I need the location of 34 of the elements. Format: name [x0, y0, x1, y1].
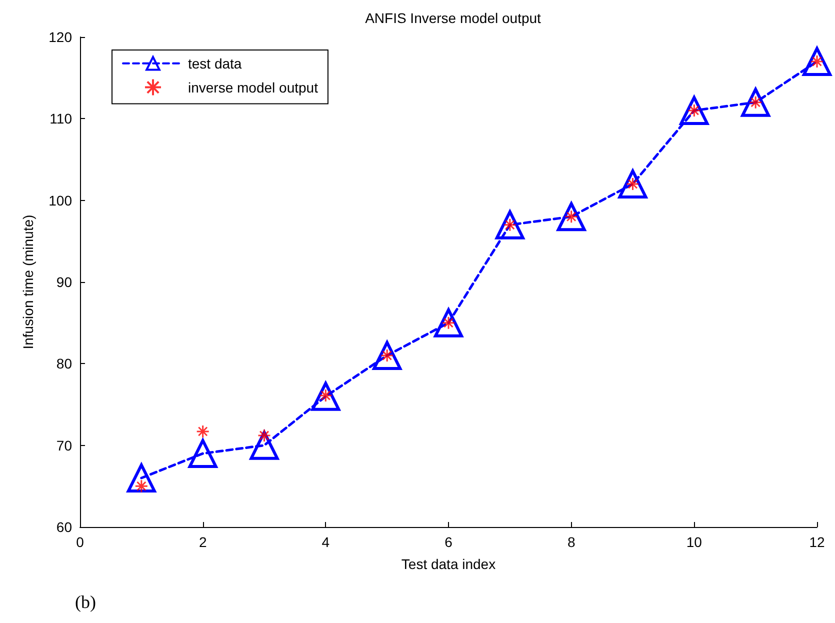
point — [556, 202, 586, 232]
point — [196, 424, 210, 438]
point — [618, 170, 648, 198]
y-tick-label: 60 — [56, 519, 72, 535]
point — [188, 439, 218, 468]
point — [311, 382, 340, 411]
point — [495, 210, 524, 240]
legend-label: test data — [188, 55, 242, 72]
y-tick-label: 110 — [50, 110, 72, 127]
chart-title: ANFIS Inverse model output — [365, 10, 542, 26]
x-tick-label: 6 — [444, 534, 453, 550]
x-tick-label: 8 — [567, 534, 576, 550]
point — [680, 96, 709, 125]
x-tick-label: 4 — [322, 534, 330, 550]
point — [258, 428, 271, 442]
y-axis-title: Infusion time (minute) — [20, 214, 36, 350]
y-tick-label: 120 — [48, 29, 72, 45]
x-tick-label: 0 — [76, 534, 84, 550]
x-axis-title: Test data index — [401, 556, 496, 572]
point — [372, 341, 402, 370]
point — [434, 308, 463, 338]
x-tick-label: 2 — [198, 534, 207, 550]
x-tick-label: 12 — [809, 534, 825, 550]
point — [741, 88, 770, 117]
y-tick-label: 70 — [56, 437, 72, 454]
point — [126, 464, 156, 492]
point — [802, 47, 832, 76]
y-tick-label: 100 — [48, 192, 72, 208]
x-tick-label: 10 — [686, 534, 702, 550]
legend-label: inverse model output — [188, 79, 318, 96]
text: (b) — [75, 592, 96, 613]
y-tick-label: 80 — [56, 356, 72, 372]
point — [134, 479, 148, 493]
y-tick-label: 90 — [56, 274, 72, 290]
